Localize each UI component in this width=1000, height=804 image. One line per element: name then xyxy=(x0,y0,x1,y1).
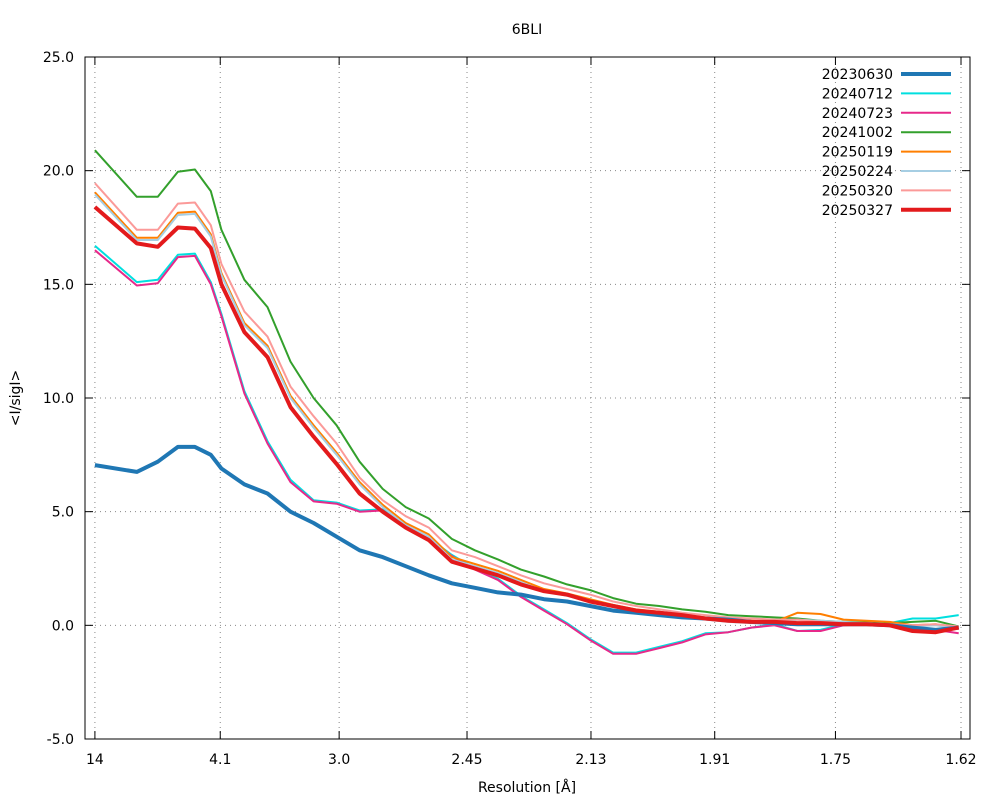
x-tick-label: 4.1 xyxy=(209,752,231,768)
x-tick-label: 1.91 xyxy=(699,752,730,768)
legend-label: 20250320 xyxy=(822,183,893,199)
x-tick-label: 3.0 xyxy=(328,752,350,768)
legend-label: 20240723 xyxy=(822,106,893,122)
legend-label: 20250119 xyxy=(822,145,893,161)
series-line-20250119 xyxy=(94,191,959,630)
series-line-20230630 xyxy=(94,444,959,632)
series-line-20241002 xyxy=(94,149,959,628)
y-tick-label: 10.0 xyxy=(43,391,74,407)
grid xyxy=(85,57,970,739)
legend-label: 20240712 xyxy=(822,86,893,102)
legend: 20230630 20240712 20240723 20241002 20250119… xyxy=(822,67,951,219)
x-axis-label: Resolution [Å] xyxy=(478,779,576,796)
y-tick-label: 15.0 xyxy=(43,277,74,293)
x-tick-label: 14 xyxy=(86,752,104,768)
y-tick-label: -5.0 xyxy=(47,732,74,748)
legend-label: 20250327 xyxy=(822,203,893,219)
series-line-20250224 xyxy=(94,193,959,630)
y-tick-label: 25.0 xyxy=(43,50,74,66)
series-lines xyxy=(93,149,960,655)
series-line-20240712 xyxy=(94,244,959,654)
series-line-20240723 xyxy=(94,249,959,655)
legend-label: 20250224 xyxy=(822,164,893,180)
y-tick-label: 0.0 xyxy=(52,618,74,634)
legend-label: 20241002 xyxy=(822,125,893,141)
axis-ticks: 25.0 20.0 15.0 10.0 5.0 0.0 -5.0 14 4.1 3.0 2.45 2.… xyxy=(43,50,977,768)
x-tick-label: 1.62 xyxy=(945,752,976,768)
x-tick-label: 1.75 xyxy=(820,752,851,768)
series-line-20250320 xyxy=(94,182,959,628)
chart-title: 6BLI xyxy=(512,22,542,38)
y-tick-label: 5.0 xyxy=(52,505,74,521)
series-line-20250327 xyxy=(93,205,960,635)
plot-frame xyxy=(84,56,971,740)
x-tick-label: 2.13 xyxy=(575,752,606,768)
legend-label: 20230630 xyxy=(822,67,893,83)
x-tick-label: 2.45 xyxy=(451,752,482,768)
y-tick-label: 20.0 xyxy=(43,164,74,180)
y-axis-label: <I/sigI> xyxy=(8,370,24,427)
